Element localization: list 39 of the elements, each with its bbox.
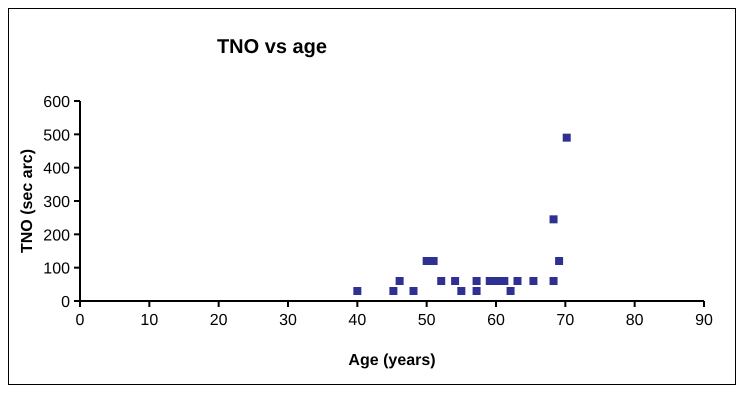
x-tick-label: 50 bbox=[418, 312, 436, 329]
point bbox=[562, 134, 571, 142]
y-tick-label: 100 bbox=[43, 260, 70, 278]
point bbox=[555, 257, 564, 265]
x-tick-label: 80 bbox=[626, 312, 644, 329]
point bbox=[550, 277, 558, 285]
y-tick-label: 0 bbox=[61, 294, 70, 311]
x-tick-label: 0 bbox=[76, 312, 85, 329]
x-tick-label: 20 bbox=[210, 312, 228, 329]
point bbox=[472, 287, 481, 295]
point bbox=[451, 277, 460, 285]
y-axis-title: TNO (sec arc) bbox=[19, 148, 36, 254]
chart-title: TNO vs age bbox=[216, 36, 328, 58]
point bbox=[513, 277, 522, 285]
point bbox=[389, 287, 398, 295]
point bbox=[506, 287, 515, 295]
point bbox=[437, 277, 446, 285]
y-tick-label: 500 bbox=[43, 127, 70, 144]
point bbox=[486, 277, 494, 285]
y-tick-label: 400 bbox=[43, 160, 70, 178]
point bbox=[457, 287, 466, 295]
y-tick-label: 200 bbox=[43, 227, 70, 244]
point bbox=[500, 277, 508, 285]
x-axis-title: Age (years) bbox=[348, 352, 436, 369]
point bbox=[472, 277, 481, 285]
x-tick-label: 60 bbox=[487, 312, 505, 329]
y-tick-label: 600 bbox=[43, 94, 70, 111]
y-tick-label: 300 bbox=[43, 194, 70, 211]
point bbox=[550, 215, 558, 224]
x-tick-label: 90 bbox=[695, 312, 713, 329]
point bbox=[353, 287, 362, 295]
x-tick-label: 10 bbox=[140, 312, 158, 329]
x-tick-label: 40 bbox=[348, 312, 366, 329]
x-tick-label: 30 bbox=[279, 312, 297, 329]
point bbox=[529, 277, 538, 285]
point bbox=[396, 277, 404, 285]
point bbox=[409, 287, 418, 295]
point bbox=[430, 257, 438, 265]
x-tick-label: 70 bbox=[556, 312, 574, 329]
